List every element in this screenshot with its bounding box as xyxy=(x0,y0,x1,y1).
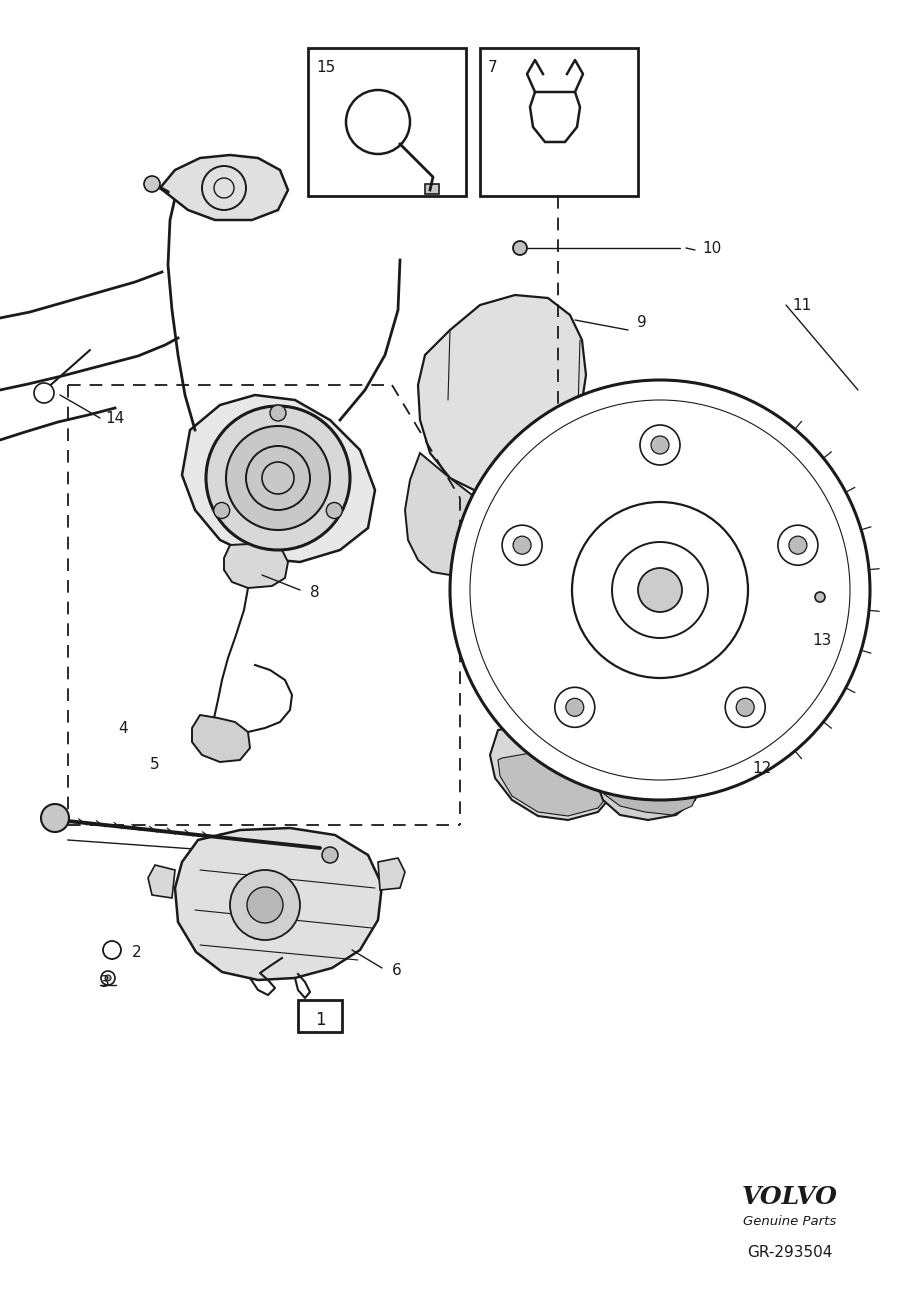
Circle shape xyxy=(565,699,583,716)
Text: GR-293504: GR-293504 xyxy=(747,1244,833,1260)
Circle shape xyxy=(103,940,121,959)
Circle shape xyxy=(502,525,542,565)
Circle shape xyxy=(778,525,818,565)
Text: 1: 1 xyxy=(314,1011,325,1029)
Text: 15: 15 xyxy=(316,60,335,75)
Text: 7: 7 xyxy=(488,60,497,75)
Bar xyxy=(232,542,282,572)
Bar xyxy=(298,1000,342,1031)
Circle shape xyxy=(322,847,338,863)
Circle shape xyxy=(513,536,531,555)
Text: 14: 14 xyxy=(105,410,124,426)
Polygon shape xyxy=(600,752,700,814)
Text: 6: 6 xyxy=(392,963,401,978)
Circle shape xyxy=(230,870,300,940)
Bar xyxy=(308,48,466,196)
Bar xyxy=(480,48,638,196)
Circle shape xyxy=(326,503,342,518)
Text: 2: 2 xyxy=(132,944,141,960)
Text: 4: 4 xyxy=(118,721,128,735)
Text: 3: 3 xyxy=(100,974,110,990)
Circle shape xyxy=(450,381,870,800)
Text: 8: 8 xyxy=(310,585,320,600)
Circle shape xyxy=(214,503,230,518)
Polygon shape xyxy=(595,738,703,820)
Polygon shape xyxy=(160,155,288,220)
Text: 12: 12 xyxy=(752,760,771,776)
Text: 5: 5 xyxy=(150,756,159,772)
Text: 13: 13 xyxy=(812,633,832,647)
Polygon shape xyxy=(148,865,175,898)
Polygon shape xyxy=(405,453,480,575)
Circle shape xyxy=(737,699,754,716)
Text: 10: 10 xyxy=(702,240,721,256)
Circle shape xyxy=(513,242,527,255)
Circle shape xyxy=(206,407,350,549)
Polygon shape xyxy=(192,714,250,763)
Polygon shape xyxy=(490,722,620,820)
Circle shape xyxy=(226,426,330,530)
Polygon shape xyxy=(498,750,614,816)
Bar xyxy=(425,184,439,194)
Circle shape xyxy=(554,687,594,727)
Text: 9: 9 xyxy=(637,314,647,330)
Circle shape xyxy=(789,536,807,555)
Circle shape xyxy=(34,383,54,403)
Circle shape xyxy=(247,887,283,924)
Circle shape xyxy=(101,970,115,985)
Circle shape xyxy=(270,405,286,421)
Circle shape xyxy=(41,804,69,831)
Circle shape xyxy=(815,592,825,601)
Circle shape xyxy=(651,436,669,453)
Circle shape xyxy=(725,687,766,727)
Circle shape xyxy=(144,175,160,192)
Circle shape xyxy=(640,425,680,465)
Text: 11: 11 xyxy=(792,297,811,313)
Polygon shape xyxy=(175,827,382,979)
Polygon shape xyxy=(418,295,586,492)
Polygon shape xyxy=(378,859,405,890)
Polygon shape xyxy=(182,395,375,562)
Circle shape xyxy=(638,568,682,612)
Text: Genuine Parts: Genuine Parts xyxy=(744,1215,836,1228)
Polygon shape xyxy=(224,543,288,588)
Circle shape xyxy=(105,976,111,981)
Text: VOLVO: VOLVO xyxy=(742,1185,838,1209)
